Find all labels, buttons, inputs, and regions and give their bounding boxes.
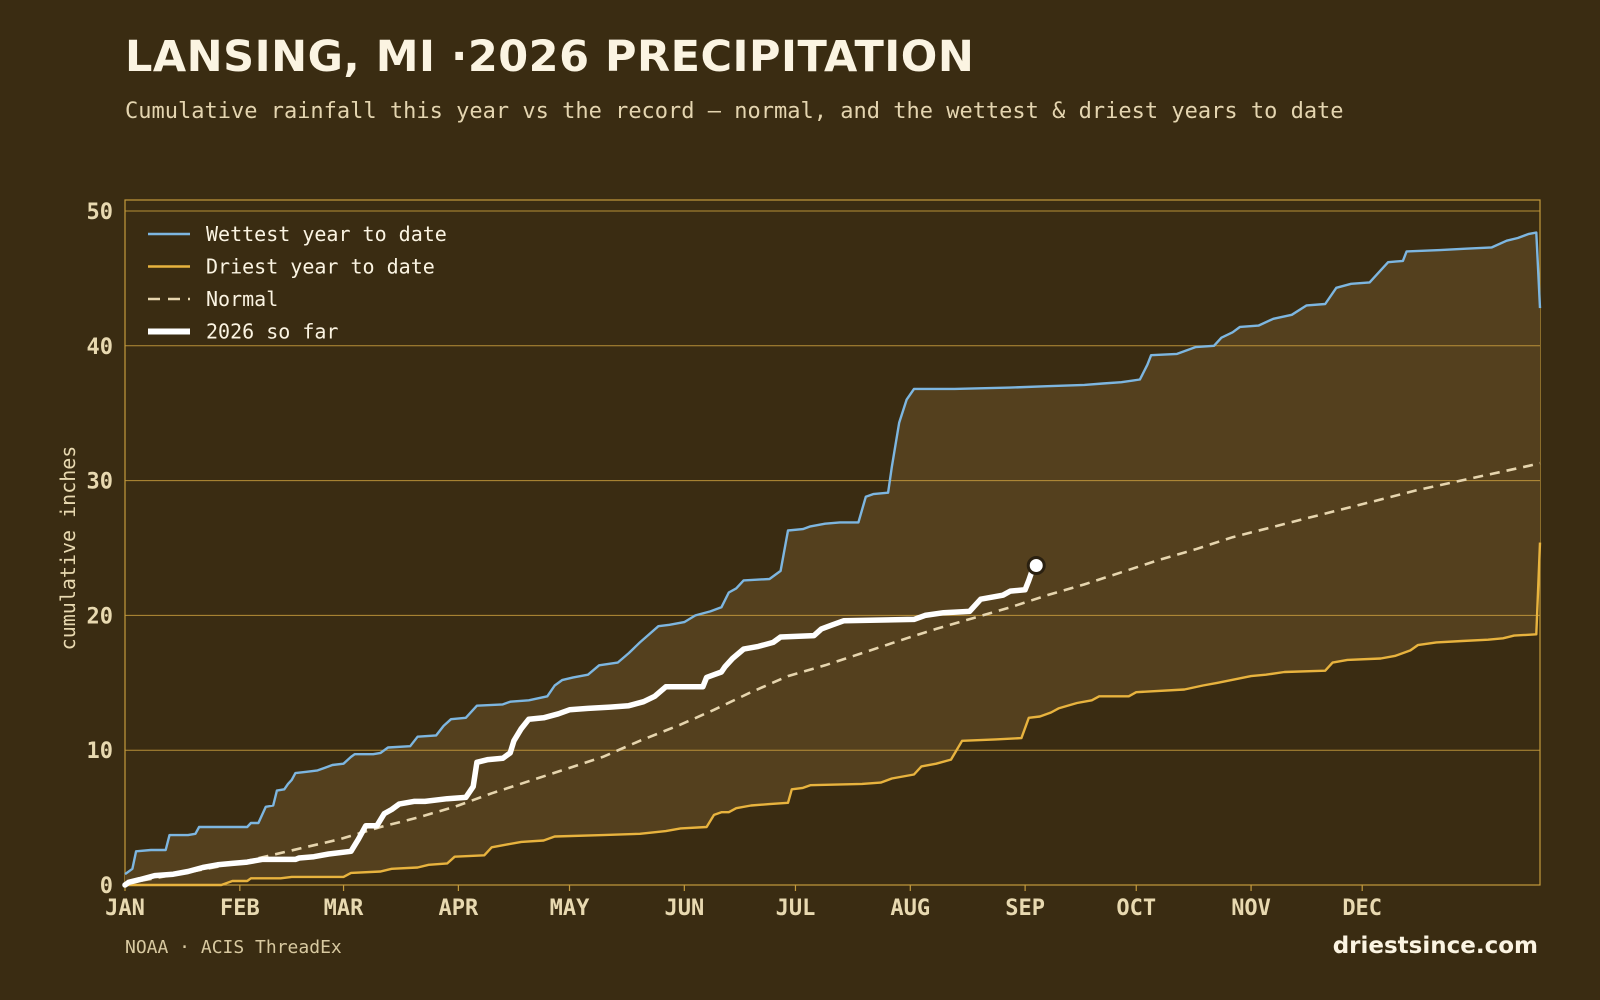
y-tick-label: 20 [87,604,114,629]
y-tick-label: 10 [87,739,114,764]
x-tick-label-sep: SEP [1005,896,1045,921]
x-tick-label-jul: JUL [776,896,816,921]
series-current-line [122,562,1039,888]
legend-label-normal: Normal [206,287,278,311]
y-tick-label: 30 [87,470,114,495]
record-range-band [125,232,1540,886]
legend-label-wettest: Wettest year to date [206,222,447,246]
series-driest-line [125,542,1542,887]
x-tick-label-may: MAY [550,896,590,921]
series-normal-line [124,461,1541,885]
x-tick-label-jun: JUN [664,896,704,921]
x-tick-label-feb: FEB [220,896,260,921]
x-tick-label-nov: NOV [1231,896,1271,921]
x-tick-label-apr: APR [439,896,479,921]
y-tick-label: 50 [87,200,114,225]
x-tick-label-dec: DEC [1342,896,1382,921]
y-tick-label: 0 [100,874,113,899]
page-subtitle: Cumulative rainfall this year vs the rec… [125,99,1344,124]
series-wettest-line [124,231,1542,876]
source-credit: NOAA · ACIS ThreadEx [125,937,342,958]
current-endpoint-marker[interactable] [1026,556,1046,576]
x-tick-label-aug: AUG [890,896,930,921]
page-title: LANSING, MI ·2026 PRECIPITATION [125,32,975,82]
legend-label-driest: Driest year to date [206,255,435,279]
y-tick-label: 40 [87,335,114,360]
y-axis-label: cumulative inches [56,446,80,651]
x-tick-label-jan: JAN [105,896,145,921]
x-tick-label-oct: OCT [1116,896,1156,921]
x-tick-label-mar: MAR [324,896,364,921]
legend-label-current: 2026 so far [206,320,338,344]
brand-link[interactable]: driestsince.com [1332,933,1538,959]
